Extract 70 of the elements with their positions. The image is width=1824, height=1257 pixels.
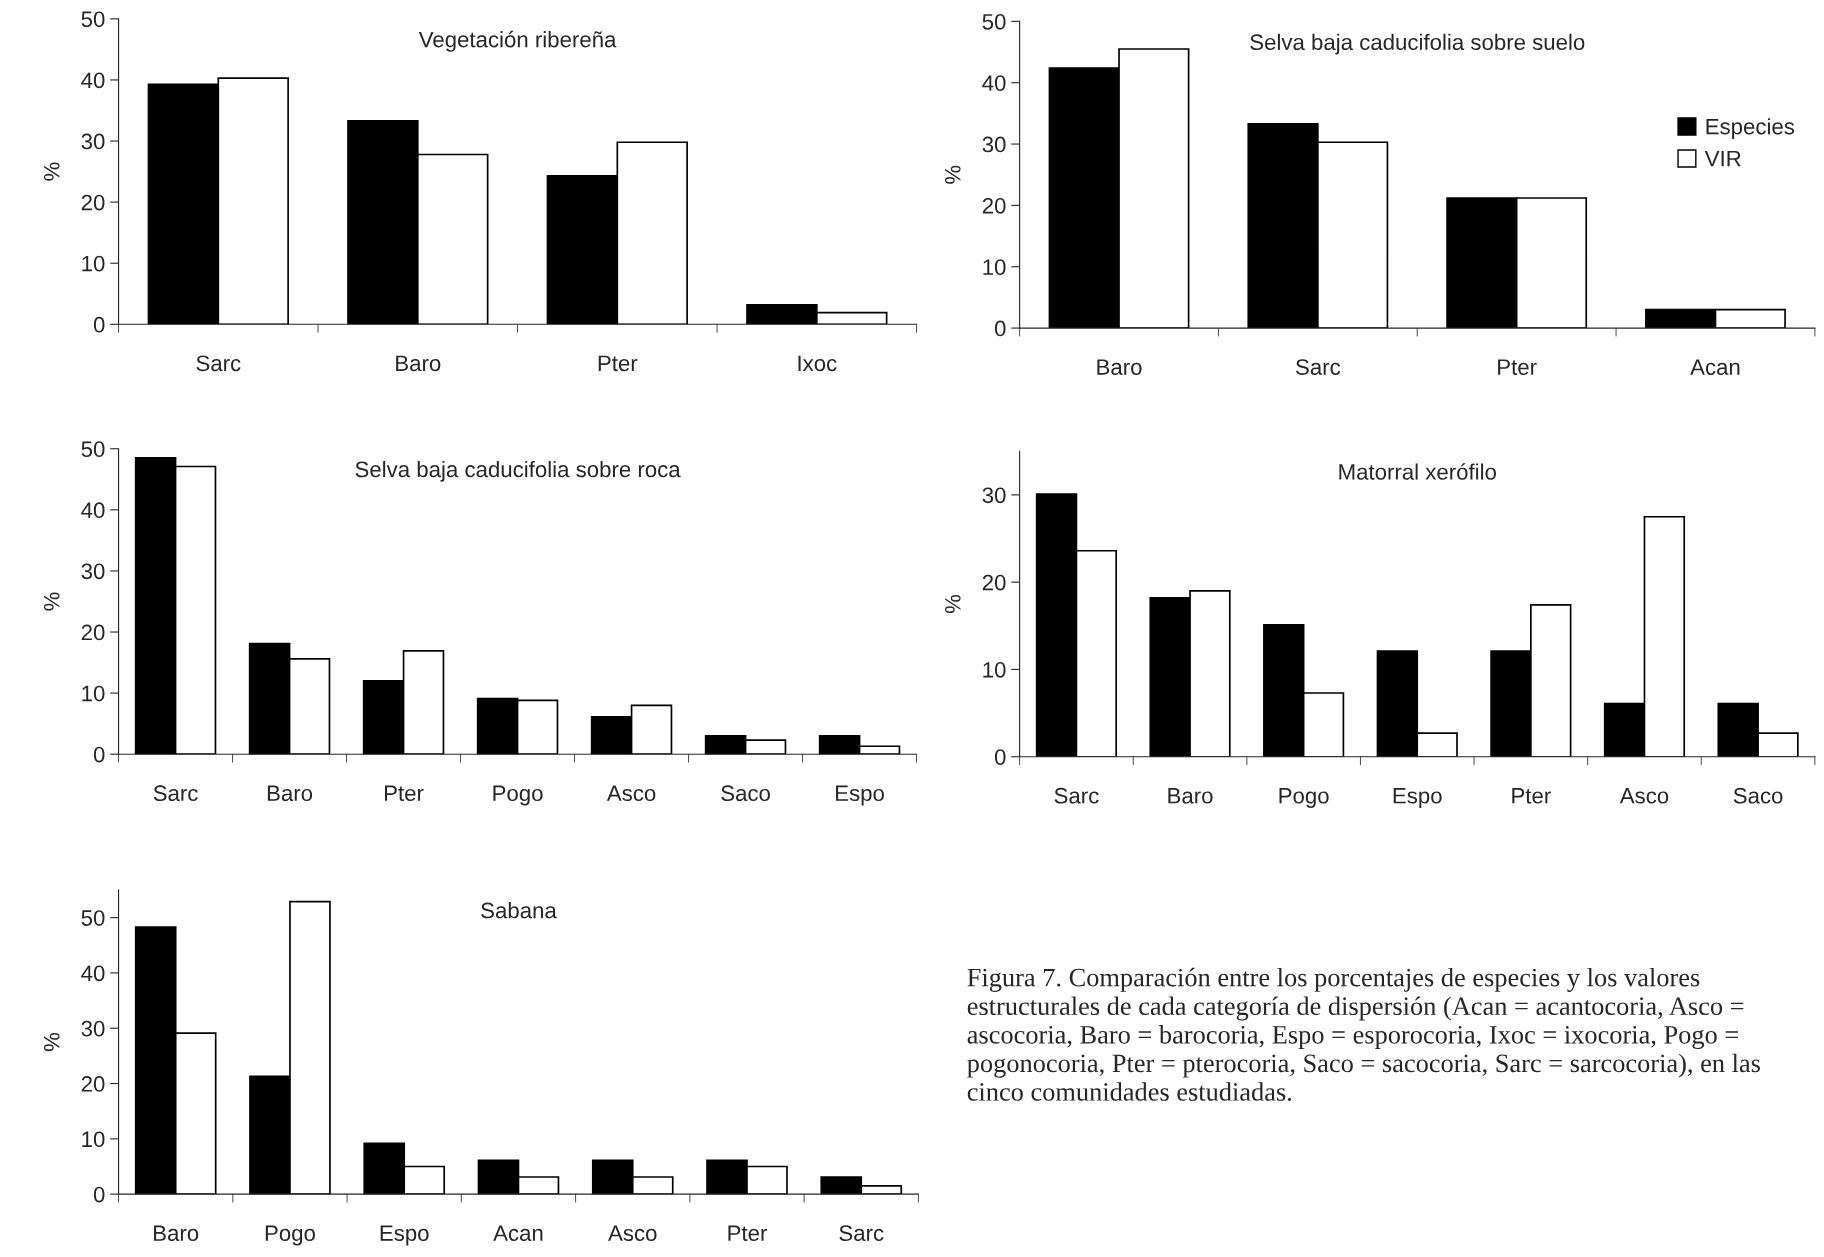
text: Selva baja caducifolia sobre roca (355, 460, 681, 482)
x-tick-label: Asco (606, 785, 656, 802)
text: Vegetación ribereña (418, 30, 617, 52)
legend-label: VIR (1704, 150, 1741, 167)
x-tick-label: Baro (154, 1225, 199, 1242)
x-tick-label: Pogo (1279, 788, 1329, 808)
x-tick-label: Baro (1097, 359, 1142, 375)
y-tick-label: 40 (982, 75, 1006, 91)
x-tick-label: Espo (380, 1225, 429, 1246)
y-tick-label: 10 (82, 255, 105, 272)
x-tick-label: Espo (836, 785, 884, 806)
legend-label: Especies (1706, 118, 1795, 139)
x-tick-label: Sarc (196, 355, 241, 372)
y-tick-label: 30 (982, 136, 1006, 153)
x-tick-label: Pter (1498, 359, 1537, 375)
x-tick-label: Pogo (265, 1225, 315, 1246)
y-tick-label: 20 (982, 197, 1006, 214)
y-tick-label: 30 (982, 487, 1006, 504)
x-tick-label: Baro (267, 785, 313, 802)
chart-title: Matorral xerófilo (1339, 463, 1496, 480)
y-axis-title: % (43, 592, 60, 611)
y-tick-label: 0 (93, 746, 105, 763)
x-tick-label: Sarc (153, 785, 198, 802)
x-tick-label: Asco (608, 1225, 657, 1242)
x-tick-label: Baro (396, 355, 441, 372)
y-tick-label: 50 (81, 910, 105, 926)
x-tick-label: Pter (1512, 788, 1551, 804)
y-tick-label: 50 (982, 13, 1006, 30)
y-axis-title: % (43, 1032, 60, 1052)
y-tick-label: 30 (81, 1020, 105, 1037)
y-tick-label: 30 (81, 133, 105, 150)
x-tick-label: Acan (493, 1225, 543, 1242)
y-tick-label: 40 (81, 72, 105, 89)
x-tick-label: Saco (1733, 787, 1783, 804)
y-tick-label: 0 (93, 316, 105, 333)
x-tick-label: Pter (598, 355, 638, 372)
text: Selva baja caducifolia sobre suelo (1250, 33, 1585, 55)
x-tick-label: Asco (1619, 788, 1669, 804)
x-tick-label: Pter (728, 1225, 767, 1242)
y-tick-label: 30 (81, 563, 105, 580)
y-axis-title: % (43, 162, 60, 181)
y-tick-label: 40 (81, 965, 105, 982)
y-tick-label: 0 (93, 1186, 105, 1203)
y-tick-label: 20 (81, 1076, 105, 1092)
y-tick-label: 10 (82, 685, 105, 702)
y-axis-title: % (945, 594, 961, 614)
y-tick-label: 50 (81, 11, 105, 28)
x-tick-label: Baro (1168, 788, 1213, 804)
y-tick-label: 20 (81, 624, 105, 641)
x-tick-label: Sarc (1054, 787, 1099, 804)
chart-title: Sabana (481, 902, 557, 919)
y-tick-label: 40 (81, 502, 105, 519)
x-tick-label: Pter (385, 785, 424, 802)
y-tick-label: 0 (994, 320, 1006, 337)
y-tick-label: 10 (983, 661, 1006, 678)
x-tick-label: Saco (721, 785, 770, 802)
y-axis-title: % (945, 165, 961, 184)
y-tick-label: 10 (82, 1131, 105, 1148)
y-tick-label: 20 (982, 574, 1006, 591)
x-tick-label: Pogo (493, 785, 543, 806)
y-tick-label: 0 (994, 749, 1006, 765)
x-tick-label: Acan (1690, 359, 1740, 375)
y-tick-label: 20 (81, 194, 105, 211)
y-tick-label: 50 (81, 441, 105, 458)
x-tick-label: Sarc (839, 1225, 884, 1242)
y-tick-label: 10 (983, 259, 1006, 276)
x-tick-label: Sarc (1296, 359, 1341, 375)
text: Figura 7. Comparación entre los porcentajes de especies y los valores estructurales de cada categoría de dispersión (Acan = acantocoria, Asco = ascocoria, Baro = barocoria, Espo = esporocoria, Ixoc = ixocoria, Pogo = pogonocoria, Pter = pterocoria, Saco = sacocoria, Sarc = sarcocoria), en las cinco comunidades estudiadas. (967, 967, 1760, 1101)
x-tick-label: Espo (1393, 788, 1442, 808)
x-tick-label: Ixoc (798, 355, 837, 372)
